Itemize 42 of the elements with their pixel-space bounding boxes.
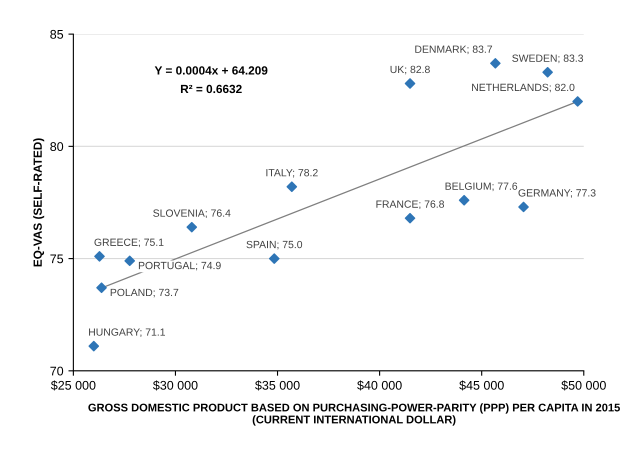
point — [518, 202, 529, 212]
point — [542, 66, 553, 78]
y-tick-label: 80 — [50, 142, 64, 152]
annotation: R² = 0.6632 — [180, 84, 242, 94]
point — [404, 212, 416, 224]
x-tick-label: $45 000 — [459, 380, 504, 390]
data-label: DENMARK; 83.7 — [415, 46, 492, 54]
data-label: UK; 82.8 — [390, 66, 430, 74]
point — [124, 256, 136, 266]
data-label: SWEDEN; 83.3 — [512, 54, 584, 64]
x-tick-label: $30 000 — [152, 380, 198, 390]
point — [490, 58, 501, 69]
data-label: HUNGARY; 71.1 — [89, 328, 166, 337]
x-axis-title: GROSS DOMESTIC PRODUCT BASED ON PURCHASING-POWER-PARITY (PPP) PER CAPITA IN 2015 (CURRENT INTERNATIONAL DOLLAR) — [88, 403, 620, 426]
point — [88, 340, 100, 352]
point — [268, 253, 280, 264]
point — [458, 194, 470, 206]
point — [572, 96, 583, 107]
point — [94, 251, 105, 262]
data-label: PORTUGAL; 74.9 — [138, 262, 221, 270]
point — [404, 78, 416, 89]
point — [186, 222, 198, 232]
data-label: BELGIUM; 77.6 — [446, 182, 518, 192]
point — [96, 282, 107, 294]
annotation: Y = 0.0004x + 64.209 — [154, 66, 268, 75]
data-label: GREECE; 75.1 — [94, 238, 164, 248]
y-tick-label: 75 — [50, 254, 64, 264]
data-label: POLAND; 73.7 — [110, 288, 178, 298]
data-label: NETHERLANDS; 82.0 — [472, 84, 574, 92]
point — [286, 181, 298, 192]
data-label: SLOVENIA; 76.4 — [153, 209, 231, 218]
x-tick-label: $40 000 — [357, 380, 402, 390]
x-tick-label: $35 000 — [255, 380, 300, 390]
data-label: FRANCE; 76.8 — [376, 200, 444, 210]
x-tick-label: $50 000 — [561, 380, 606, 390]
data-label: GERMANY; 77.3 — [518, 189, 596, 198]
data-label: ITALY; 78.2 — [266, 168, 318, 178]
x-tick-label: $25 000 — [50, 380, 96, 390]
data-label: SPAIN; 75.0 — [246, 240, 302, 250]
y-tick-label: 70 — [50, 366, 64, 376]
y-axis-title: EQ-VAS (SELF-RATED) — [33, 138, 44, 266]
y-tick-label: 85 — [50, 30, 64, 39]
